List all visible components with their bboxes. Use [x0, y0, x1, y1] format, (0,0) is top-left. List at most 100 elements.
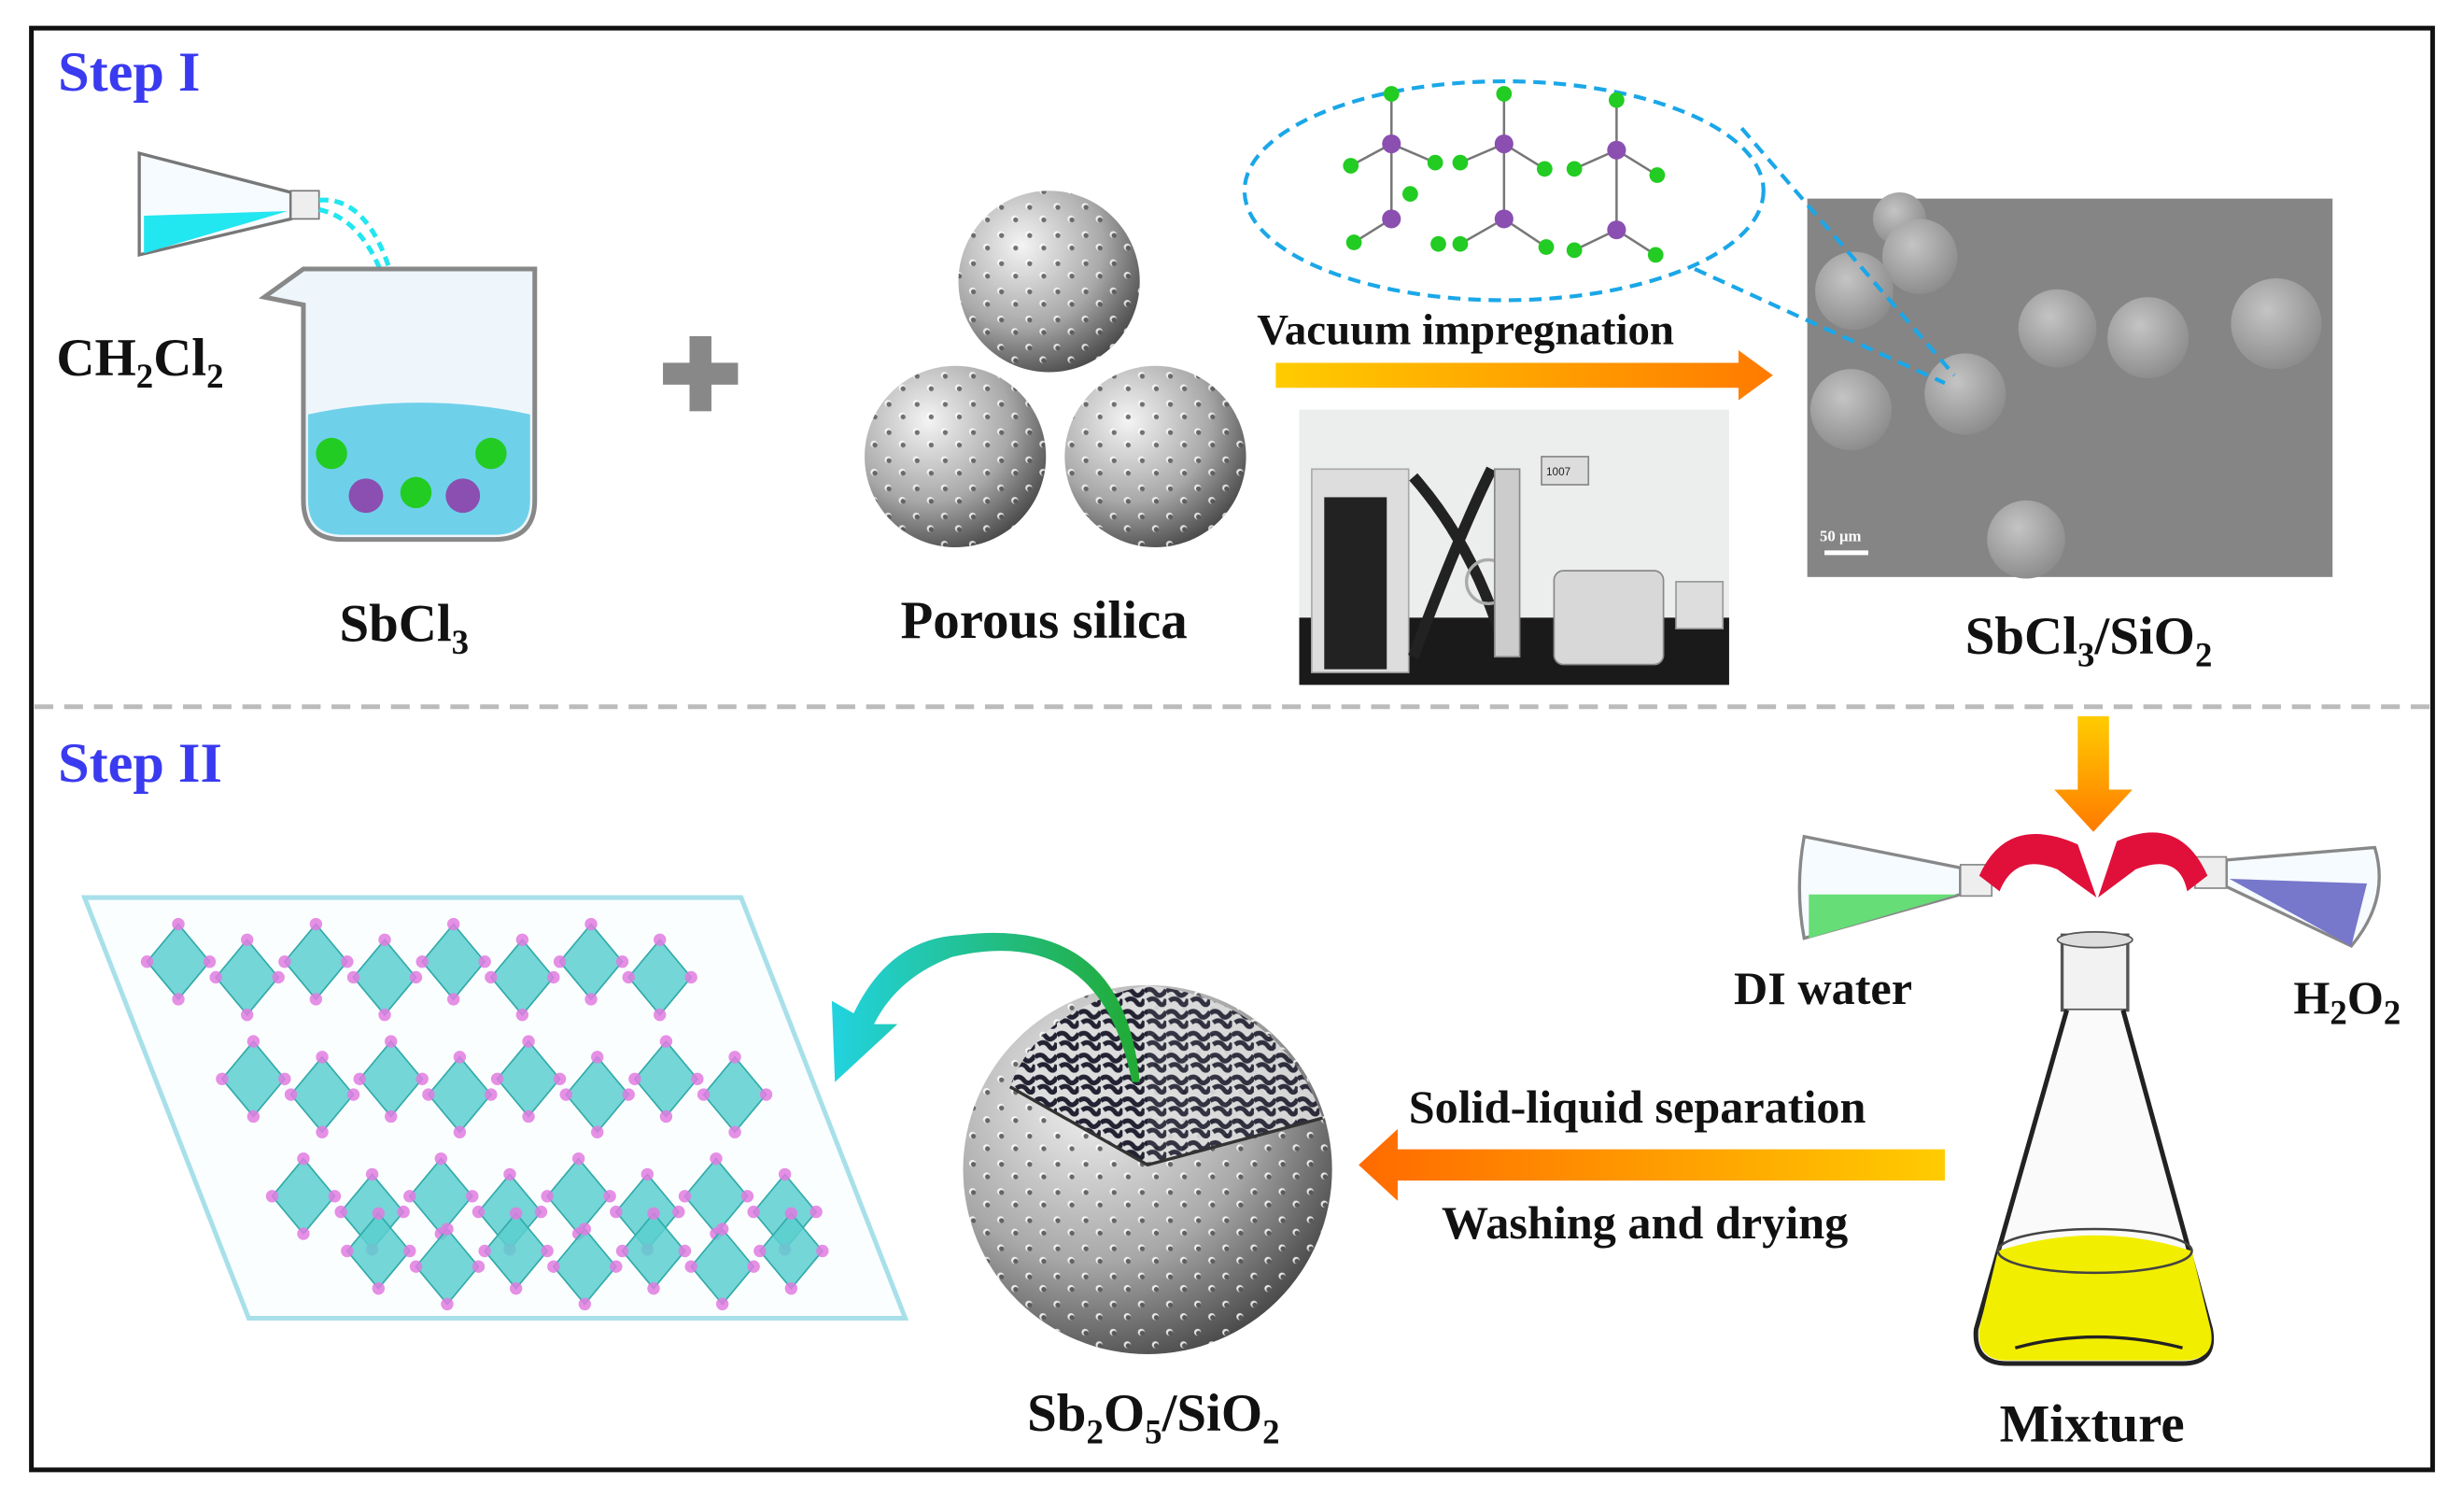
oxygen-atom: [434, 1152, 447, 1166]
oxygen-atom: [534, 1205, 548, 1219]
oxygen-atom: [610, 1260, 623, 1273]
rotary-evaporator-photo: 1007: [1299, 409, 1729, 685]
oxygen-atom: [515, 1008, 529, 1022]
curved-arrow-to-crystal: [831, 932, 1140, 1082]
oxygen-atom: [240, 1008, 254, 1022]
figure-frame: [29, 25, 2435, 1473]
atom-cl: [400, 476, 432, 509]
oxygen-atom: [278, 1072, 291, 1085]
oxygen-atom: [553, 1072, 567, 1085]
sem-image: 50 μm: [1807, 191, 2333, 579]
oxygen-atom: [509, 1207, 523, 1220]
oxygen-atom: [810, 1205, 823, 1219]
oxygen-atom: [547, 970, 560, 984]
step1-title: Step I: [58, 41, 200, 104]
oxygen-atom: [140, 955, 154, 968]
oxygen-atom: [203, 955, 217, 968]
crystal-structure-cell: [80, 895, 909, 1321]
step2-title: Step II: [58, 732, 222, 795]
sem-scale-bar-label: 50 μm: [1820, 527, 1861, 544]
instrument-display: 1007: [1546, 466, 1570, 478]
oxygen-atom: [615, 1244, 629, 1258]
oxygen-atom: [316, 1125, 329, 1138]
oxygen-atom: [715, 1222, 729, 1236]
oxygen-atom: [309, 917, 323, 931]
vacuum-impregnation-label: Vacuum impregnation: [1257, 305, 1674, 354]
oxygen-atom: [385, 1035, 398, 1048]
oxygen-atom: [172, 993, 185, 1006]
oxygen-atom: [485, 1088, 498, 1101]
oxygen-atom: [591, 1125, 604, 1138]
oxygen-atom: [522, 1035, 535, 1048]
oxygen-atom: [453, 1051, 467, 1064]
oxygen-atom: [478, 955, 491, 968]
arrow-right: [1275, 350, 1773, 401]
oxygen-atom: [422, 1088, 435, 1101]
support-label: Porous silica: [901, 591, 1188, 650]
oxygen-atom: [622, 1088, 635, 1101]
oxygen-atom: [654, 933, 667, 946]
oxygen-atom: [403, 1244, 416, 1258]
oxygen-atom: [541, 1190, 554, 1203]
di-water-flask-icon: [1797, 834, 1993, 940]
oxygen-atom: [647, 1207, 660, 1220]
oxygen-atom: [397, 1205, 410, 1219]
oxygen-atom: [659, 1035, 673, 1048]
mixture-label: Mixture: [2000, 1395, 2185, 1454]
oxygen-atom: [278, 955, 291, 968]
oxygen-atom: [659, 1109, 673, 1124]
oxygen-atom: [272, 970, 285, 984]
oxygen-atom: [365, 1167, 379, 1181]
oxygen-atom: [341, 955, 354, 968]
oxygen-atom: [246, 1035, 260, 1048]
oxygen-atom: [309, 993, 323, 1006]
oxygen-atom: [784, 1207, 798, 1220]
oxygen-atom: [641, 1167, 655, 1181]
precursor-label: SbCl3: [339, 594, 469, 660]
oxygen-atom: [297, 1227, 310, 1240]
oxygen-atom: [328, 1190, 342, 1203]
oxygen-atom: [747, 1205, 760, 1219]
beaker-icon: [258, 266, 538, 543]
atom-cl: [475, 437, 507, 470]
separation-label: Solid-liquid separation: [1409, 1081, 1866, 1133]
sbcl3-molecule-structure: [1242, 78, 1766, 303]
sb2o5-sio2-cutaway-sphere: [963, 984, 1332, 1354]
oxygen-atom: [409, 970, 423, 984]
atom-sb: [445, 478, 481, 514]
oxygen-atom: [610, 1205, 623, 1219]
oxygen-atom: [346, 970, 360, 984]
oxygen-atom: [446, 993, 460, 1006]
oxygen-atom: [541, 1244, 554, 1258]
oxygen-atom: [591, 1051, 604, 1064]
oxygen-atom: [522, 1109, 535, 1124]
oxygen-atom: [415, 955, 429, 968]
oxygen-atom: [341, 1244, 354, 1258]
oxygen-atom: [778, 1167, 792, 1181]
oxygen-atom: [503, 1167, 516, 1181]
solvent-label: CH2Cl2: [56, 329, 223, 395]
oxygen-atom: [415, 1072, 429, 1085]
oxygen-atom: [816, 1244, 829, 1258]
atom-sb: [348, 478, 384, 514]
oxygen-atom: [559, 1088, 572, 1101]
h2o2-flask-icon: [2194, 845, 2381, 949]
oxygen-atom: [246, 1109, 260, 1124]
oxygen-atom: [316, 1051, 329, 1064]
sb2o5-sio2-label: Sb2O5/SiO2: [1027, 1384, 1279, 1450]
oxygen-atom: [622, 970, 635, 984]
curved-arrow-right-reagent: [2098, 832, 2208, 898]
oxygen-atom: [684, 1260, 697, 1273]
oxygen-atom: [715, 1297, 729, 1311]
oxygen-atom: [509, 1281, 523, 1295]
sbcl3-sio2-label: SbCl3/SiO2: [1965, 607, 2213, 673]
arrow-left: [1359, 1128, 1945, 1201]
oxygen-atom: [603, 1190, 616, 1203]
oxygen-atom: [209, 970, 222, 984]
oxygen-atom: [472, 1205, 486, 1219]
washing-drying-label: Washing and drying: [1442, 1196, 1848, 1249]
h2o2-label: H2O2: [2293, 971, 2401, 1032]
zoom-callout-lines: [1694, 126, 1956, 386]
oxygen-atom: [678, 1190, 692, 1203]
oxygen-atom: [728, 1051, 741, 1064]
